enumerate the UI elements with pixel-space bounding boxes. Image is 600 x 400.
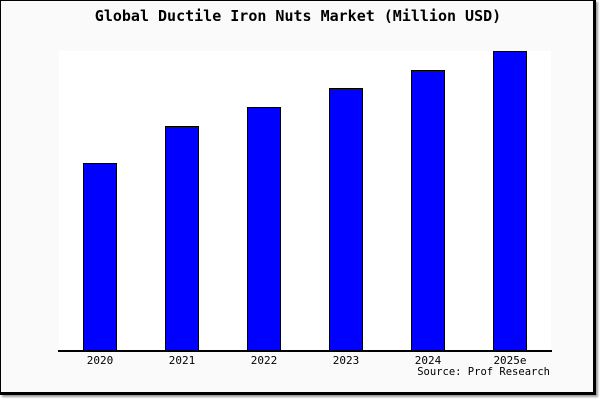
bar-2020 [83, 163, 117, 350]
x-tick-label-2024: 2024 [414, 354, 442, 367]
bar-2022 [247, 107, 281, 350]
chart-title: Global Ductile Iron Nuts Market (Million… [94, 7, 502, 25]
bar-2023 [329, 88, 363, 350]
bar-2024 [411, 70, 445, 350]
plot-area [59, 51, 551, 350]
x-tick-label-2023: 2023 [332, 354, 360, 367]
source-credit: Source: Prof Research [417, 366, 550, 378]
x-tick-label-2020: 2020 [86, 354, 114, 367]
bar-2025e [493, 51, 527, 350]
bar-2021 [165, 126, 199, 350]
x-tick-label-2022: 2022 [250, 354, 278, 367]
x-tick-label-2025e: 2025e [493, 354, 527, 367]
x-axis-line [58, 350, 552, 352]
x-tick-label-2021: 2021 [168, 354, 196, 367]
